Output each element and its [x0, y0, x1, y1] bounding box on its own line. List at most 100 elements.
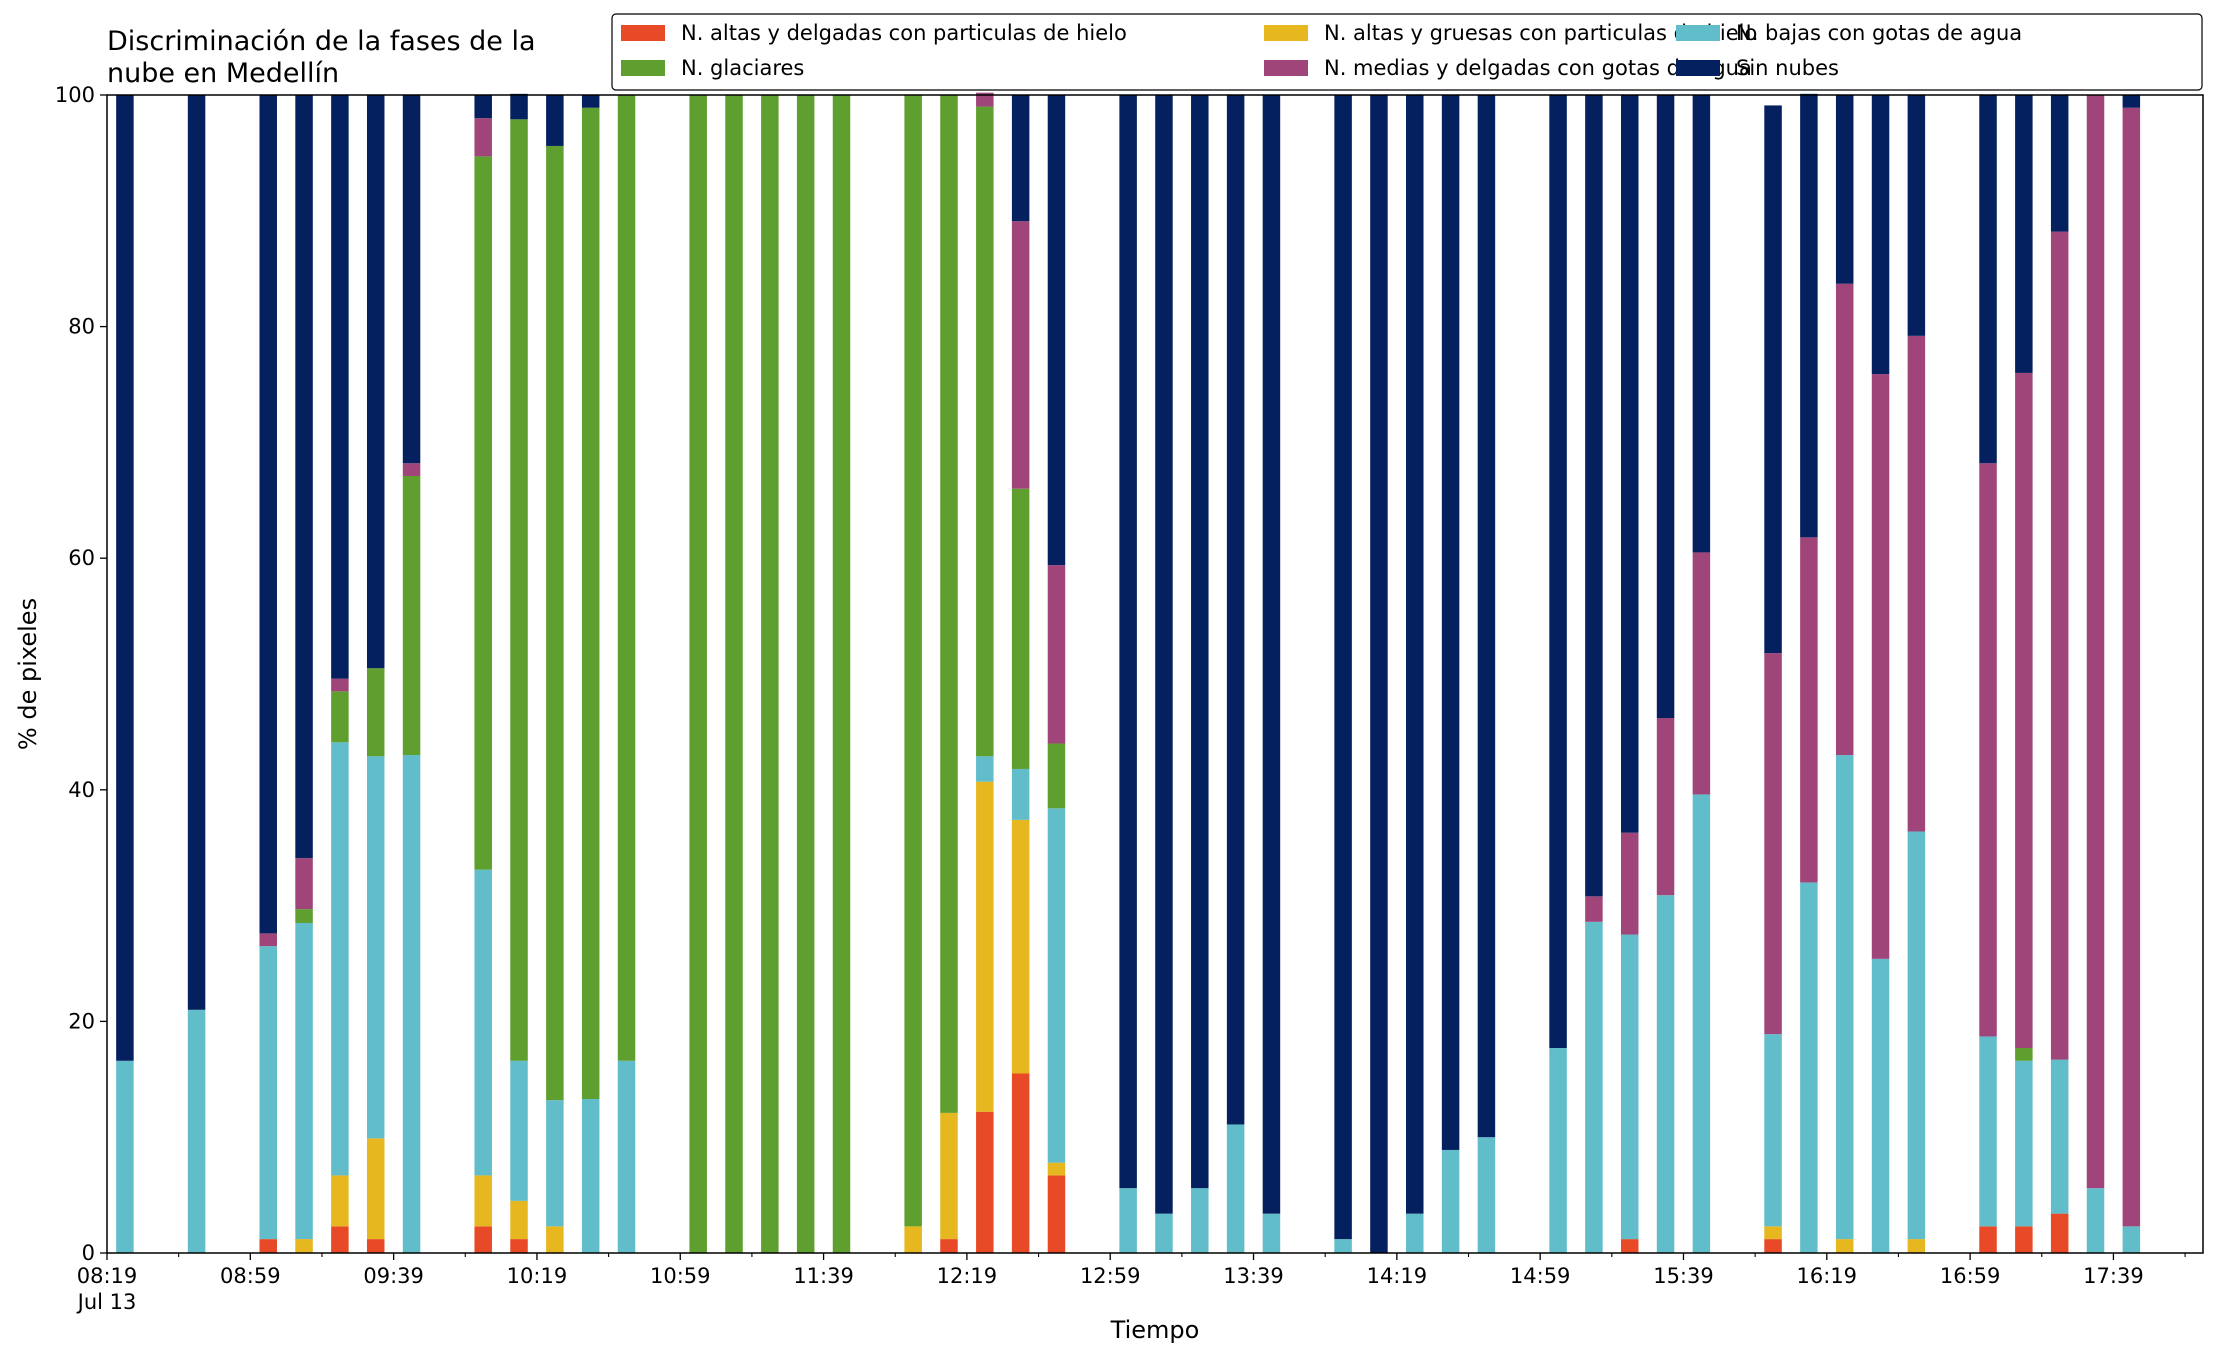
- bar-segment-2: [510, 1200, 528, 1240]
- bar-segment-3: [1871, 958, 1890, 1253]
- bar-segment-6: [116, 95, 134, 1061]
- y-axis-label: % de pixeles: [14, 598, 42, 750]
- bar-segment-3: [1119, 1188, 1137, 1253]
- bar-segment-6: [2015, 95, 2033, 373]
- bar-segment-2: [546, 1226, 564, 1253]
- bar-segment-3: [1835, 755, 1854, 1240]
- bar-segment-3: [1692, 794, 1711, 1253]
- chart-title-line-2: nube en Medellín: [107, 58, 339, 89]
- bar-segment-2: [331, 1175, 349, 1227]
- legend-label: N. glaciares: [681, 56, 804, 80]
- bar-segment-5: [1800, 537, 1818, 883]
- bar-segment-2: [976, 781, 994, 1112]
- bar-segment-6: [474, 95, 492, 119]
- bar-segment-3: [546, 1100, 564, 1227]
- bar-segment-3: [1477, 1137, 1496, 1253]
- bar-segment-6: [1334, 95, 1352, 1240]
- x-tick-label: 14:59: [1510, 1264, 1571, 1288]
- bar-segment-4: [725, 95, 743, 1253]
- bar-segment-6: [366, 95, 385, 669]
- bar-segment-3: [187, 1009, 206, 1253]
- bar-segment-3: [2015, 1060, 2033, 1227]
- bar-segment-5: [2122, 107, 2141, 1227]
- bar-segment-6: [1620, 95, 1639, 833]
- bar-segment-2: [1011, 819, 1030, 1074]
- bar-segment-3: [2086, 1188, 2105, 1253]
- bar-segment-3: [1549, 1048, 1567, 1253]
- bar-segment-3: [1764, 1034, 1782, 1227]
- legend-swatch: [621, 25, 665, 41]
- y-tick-label: 60: [68, 546, 95, 570]
- bar-segment-6: [1585, 95, 1603, 897]
- bar-segment-6: [510, 93, 528, 120]
- x-tick-label: 12:59: [1080, 1264, 1141, 1288]
- y-tick-label: 80: [68, 315, 95, 339]
- bar-segment-4: [904, 95, 922, 1227]
- x-tick-label: 09:39: [363, 1264, 424, 1288]
- bar-segment-3: [510, 1060, 528, 1201]
- bar-segment-1: [1764, 1239, 1782, 1253]
- bar-segment-4: [832, 95, 851, 1253]
- bar-segment-3: [116, 1060, 134, 1253]
- bar-segment-4: [581, 107, 600, 1099]
- bar-segment-2: [474, 1175, 492, 1227]
- bar-segment-3: [976, 756, 994, 782]
- bar-segment-5: [1011, 221, 1030, 489]
- chart-title-line-1: Discriminación de la fases de la: [107, 26, 536, 57]
- bar-segment-3: [402, 755, 421, 1253]
- bar-segment-2: [295, 1239, 313, 1253]
- bar-segment-1: [331, 1226, 349, 1253]
- y-tick-label: 0: [82, 1241, 95, 1265]
- bar-segment-3: [1441, 1149, 1460, 1253]
- bar-segment-3: [2122, 1226, 2141, 1253]
- bar-segment-3: [331, 742, 349, 1176]
- bar-segment-3: [617, 1060, 636, 1253]
- bar-segment-3: [1334, 1239, 1352, 1253]
- bar-segment-3: [581, 1098, 600, 1253]
- x-tick-label: 10:19: [507, 1264, 568, 1288]
- bar-segment-6: [1764, 105, 1782, 654]
- y-axis: 0 20 40 60 80 100: [55, 83, 107, 1265]
- bar-segment-6: [1011, 95, 1030, 222]
- bar-segment-5: [1047, 565, 1066, 744]
- bar-segment-2: [366, 1138, 385, 1240]
- bar-segment-5: [1656, 718, 1675, 896]
- bar-segment-5: [1835, 283, 1854, 756]
- bar-segment-3: [1011, 768, 1030, 820]
- bar-segment-2: [940, 1112, 958, 1240]
- bar-segment-5: [259, 933, 277, 947]
- bar-segment-5: [2086, 95, 2105, 1189]
- x-tick-label: 08:59: [220, 1264, 281, 1288]
- bar-segment-4: [761, 95, 779, 1253]
- bar-segment-4: [940, 95, 958, 1113]
- legend-label: Sin nubes: [1736, 56, 1839, 80]
- bar-segment-6: [402, 95, 421, 464]
- bar-segment-3: [1979, 1036, 1997, 1227]
- bar-segment-6: [1262, 95, 1281, 1214]
- x-tick-label: 15:39: [1653, 1264, 1714, 1288]
- bar-segment-3: [1406, 1213, 1424, 1253]
- bar-segment-3: [474, 869, 492, 1176]
- bar-segment-3: [1262, 1213, 1281, 1253]
- bar-segment-3: [1191, 1188, 1209, 1253]
- bar-segment-5: [474, 118, 492, 157]
- bar-segment-4: [1047, 743, 1066, 809]
- legend-swatch: [1676, 60, 1720, 76]
- bar-segment-6: [1835, 95, 1854, 284]
- bar-segment-5: [1620, 832, 1639, 935]
- bar-segment-1: [940, 1239, 958, 1253]
- bar-segment-5: [1907, 335, 1926, 832]
- bar-group: [116, 92, 2141, 1253]
- bar-segment-1: [259, 1239, 277, 1253]
- y-tick-label: 40: [68, 778, 95, 802]
- plot-frame: [106, 94, 2204, 1254]
- x-tick-label: 12:19: [937, 1264, 998, 1288]
- bar-segment-6: [259, 95, 277, 934]
- bar-segment-4: [689, 95, 707, 1253]
- bar-segment-6: [581, 95, 600, 108]
- bar-segment-6: [2122, 95, 2141, 108]
- bar-segment-5: [331, 678, 349, 692]
- bar-segment-4: [510, 119, 528, 1061]
